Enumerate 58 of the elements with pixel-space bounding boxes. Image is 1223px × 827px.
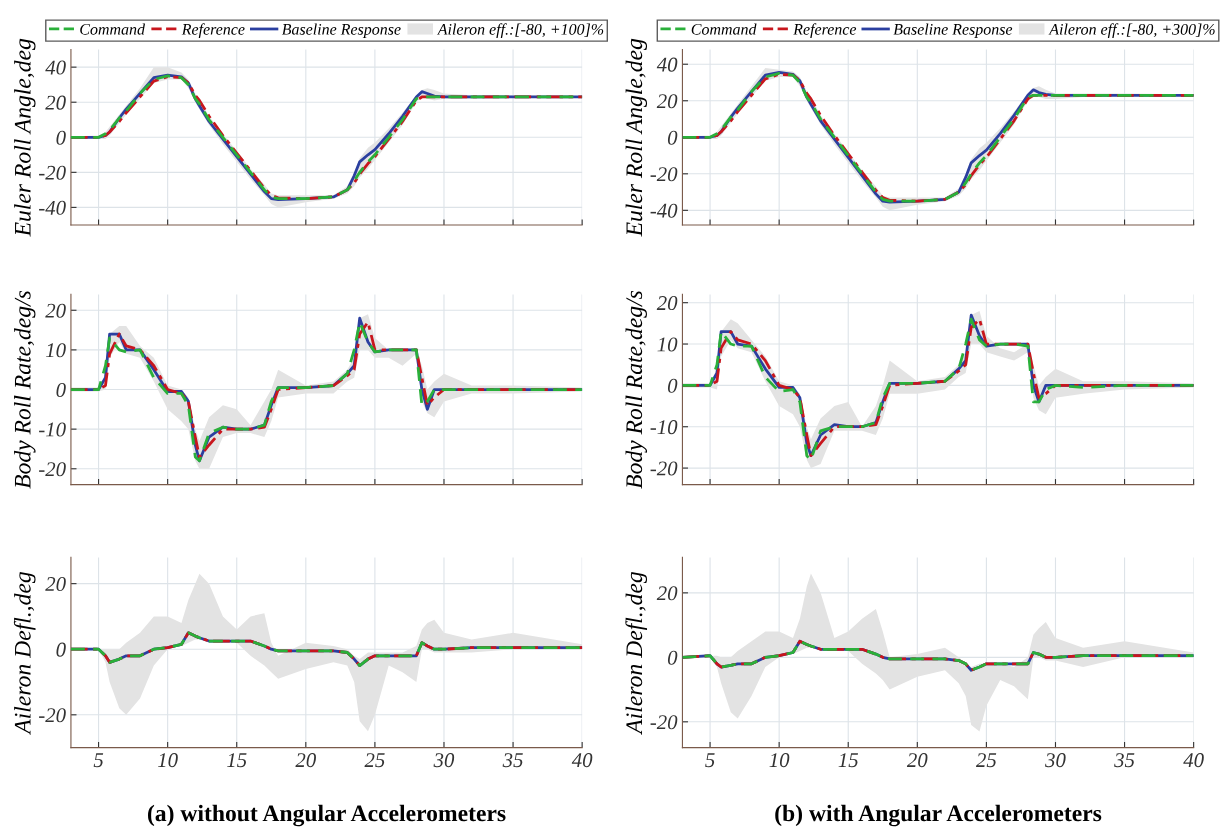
y-tick-label: -20 bbox=[39, 708, 66, 723]
x-tick-label: 40 bbox=[1183, 753, 1204, 768]
x-tick-label: 10 bbox=[157, 753, 178, 768]
legend-label: Reference bbox=[793, 23, 857, 38]
y-tick-label: 20 bbox=[45, 303, 66, 318]
y-axis-title: Euler Roll Angle,deg bbox=[14, 38, 36, 237]
y-tick-label: 20 bbox=[45, 577, 66, 592]
y-tick-label: -10 bbox=[39, 422, 66, 437]
y-tick-label: 20 bbox=[45, 95, 66, 110]
y-tick-label: 20 bbox=[656, 94, 678, 109]
x-tick-label: 15 bbox=[227, 753, 247, 768]
x-tick-label: 40 bbox=[571, 753, 593, 768]
x-tick-label: 35 bbox=[502, 753, 523, 768]
y-tick-label: 10 bbox=[45, 343, 66, 358]
legend-label: Reference bbox=[181, 23, 245, 38]
y-tick-label: -40 bbox=[650, 203, 678, 218]
x-tick-label: 30 bbox=[1045, 753, 1066, 768]
legend-label: Aileron eff.:[-80, +300]% bbox=[1048, 23, 1215, 38]
y-axis-title: Body Roll Rate,deg/s bbox=[625, 290, 648, 489]
y-tick-label: -20 bbox=[650, 461, 678, 476]
text: (a) without Angular Accelerometers bbox=[148, 804, 506, 827]
y-tick-label: 10 bbox=[657, 337, 678, 352]
x-tick-label: 20 bbox=[906, 753, 928, 768]
legend-label: Baseline Response bbox=[893, 23, 1013, 38]
y-axis-title: Euler Roll Angle,deg bbox=[625, 38, 648, 237]
y-tick-label: -10 bbox=[650, 420, 678, 435]
x-tick-label: 5 bbox=[705, 753, 715, 768]
y-tick-label: 40 bbox=[656, 57, 678, 72]
x-tick-label: 35 bbox=[1114, 753, 1135, 768]
x-tick-label: 20 bbox=[295, 753, 316, 768]
x-tick-label: 25 bbox=[364, 753, 385, 768]
y-tick-label: -40 bbox=[39, 200, 66, 215]
y-tick-label: -20 bbox=[39, 165, 66, 180]
y-tick-label: 0 bbox=[667, 130, 678, 145]
y-axis-title: Aileron Defl.,deg bbox=[625, 572, 648, 735]
x-tick-label: 10 bbox=[769, 753, 790, 768]
y-axis-title: Body Roll Rate,deg/s bbox=[14, 290, 36, 489]
y-tick-label: 20 bbox=[656, 586, 678, 601]
y-tick-label: 40 bbox=[45, 60, 66, 75]
y-tick-label: 0 bbox=[56, 130, 66, 145]
x-tick-label: 30 bbox=[433, 753, 455, 768]
y-tick-label: -20 bbox=[39, 462, 66, 477]
legend-label: Aileron eff.:[-80, +100]% bbox=[436, 23, 604, 38]
text: Command bbox=[80, 23, 146, 35]
y-tick-label: 0 bbox=[56, 382, 66, 397]
text: Command bbox=[691, 23, 757, 35]
x-tick-label: 15 bbox=[838, 753, 859, 768]
y-axis-title: Aileron Defl.,deg bbox=[13, 572, 36, 735]
x-tick-label: 5 bbox=[93, 753, 104, 768]
y-tick-label: 0 bbox=[667, 378, 678, 393]
text: (b) with Angular Accelerometers bbox=[775, 804, 1102, 827]
legend-label: Baseline Response bbox=[281, 23, 401, 38]
x-tick-label: 25 bbox=[975, 753, 997, 768]
y-tick-label: -20 bbox=[650, 715, 678, 730]
y-tick-label: 0 bbox=[667, 650, 678, 665]
y-tick-label: 20 bbox=[656, 296, 678, 311]
y-tick-label: 0 bbox=[56, 642, 66, 657]
y-tick-label: -20 bbox=[650, 167, 678, 182]
